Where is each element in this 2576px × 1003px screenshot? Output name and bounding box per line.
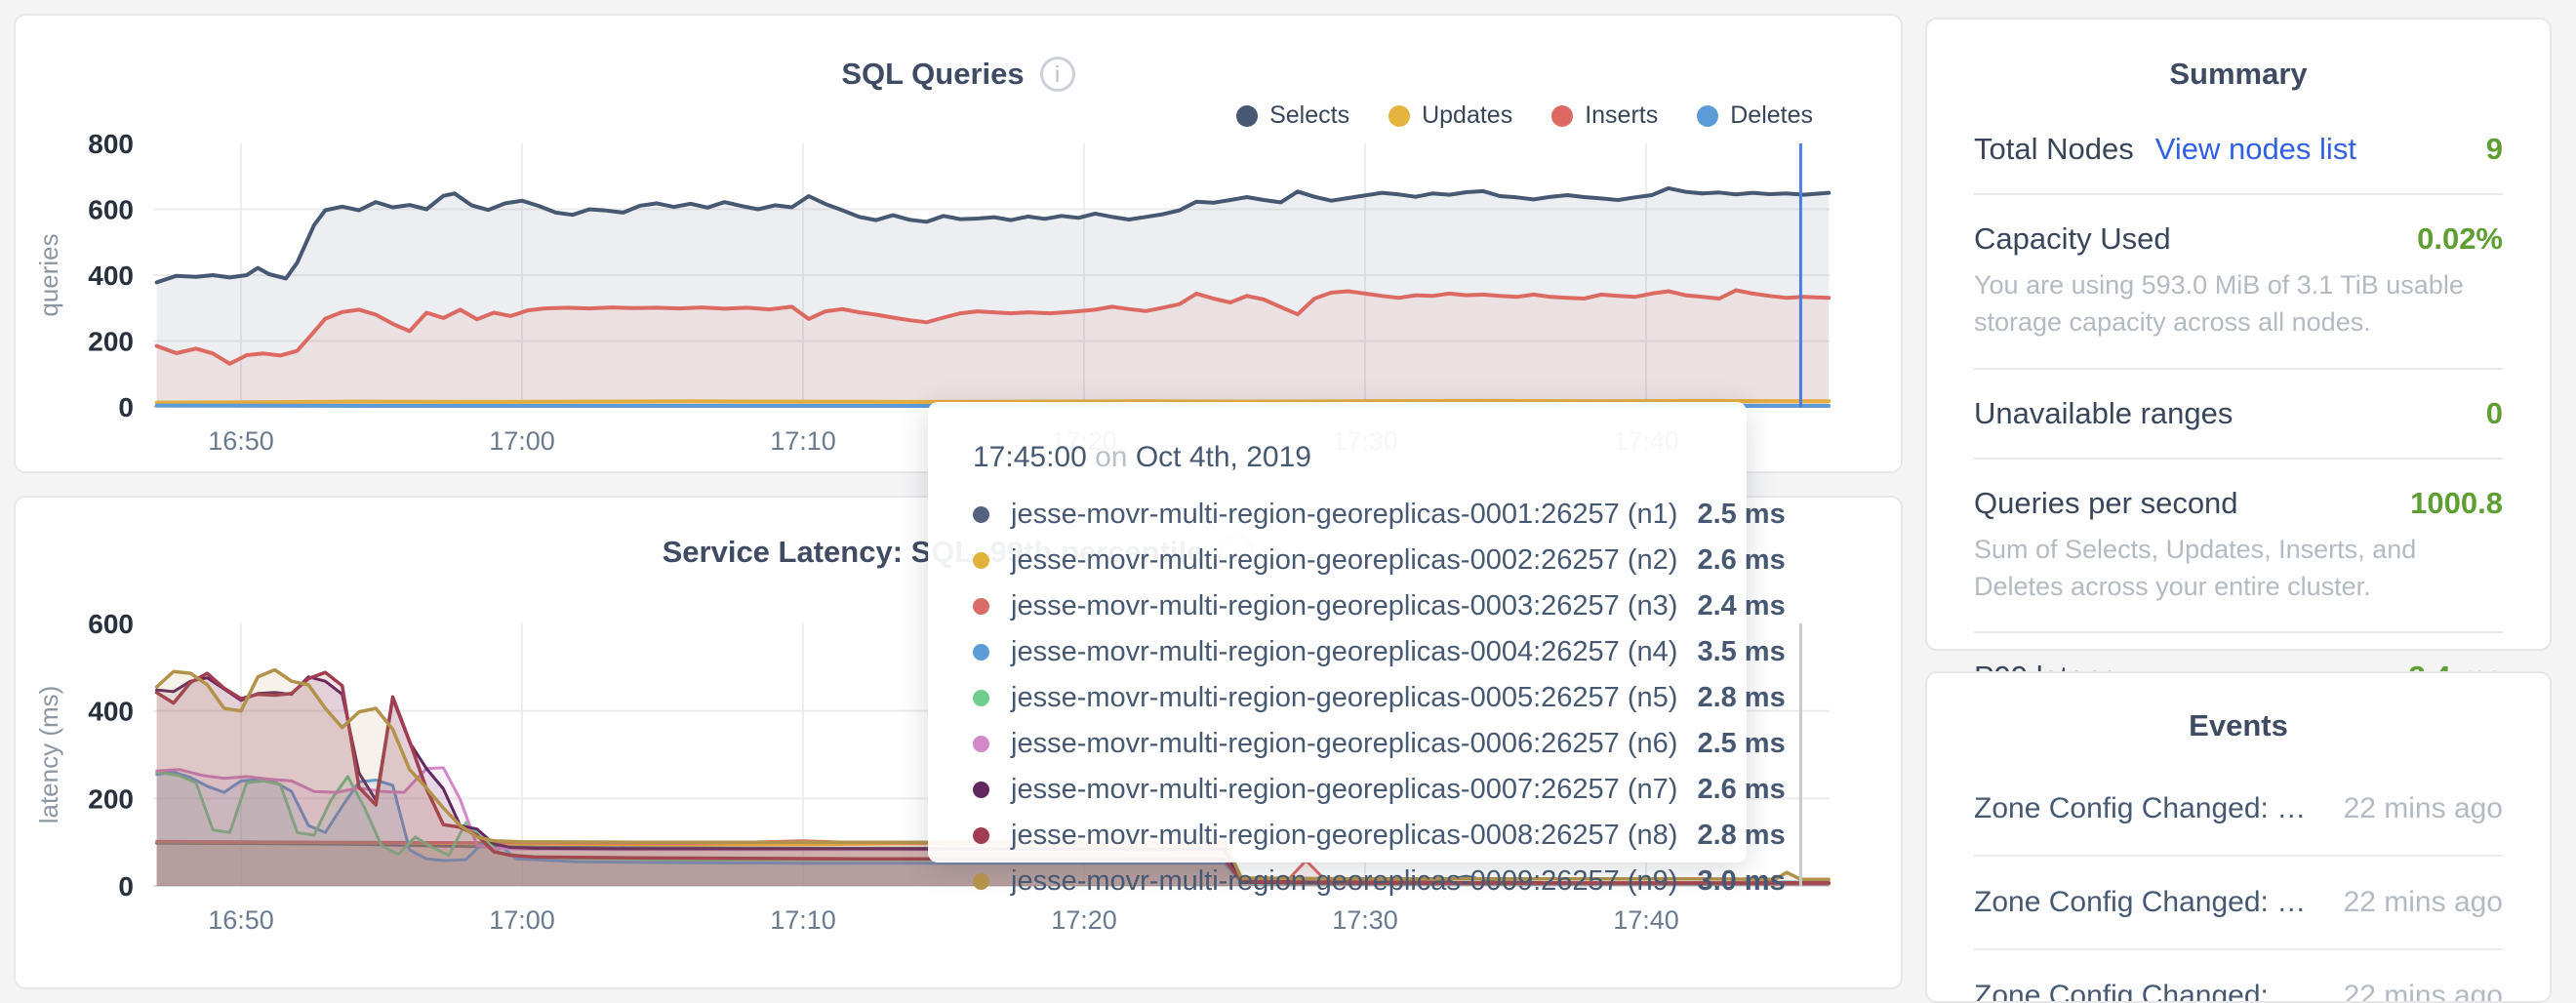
info-icon[interactable]: i <box>1039 57 1075 92</box>
unavailable-ranges-value: 0 <box>2485 395 2503 430</box>
tooltip-row: jesse-movr-multi-region-georeplicas-0005… <box>973 675 1786 721</box>
service-latency-card: Service Latency: SQL, 99th percentile i … <box>14 496 1903 989</box>
svg-text:17:10: 17:10 <box>770 426 836 456</box>
event-row[interactable]: Zone Config Changed: User… 22 mins ago <box>1974 763 2503 857</box>
svg-text:17:00: 17:00 <box>489 426 555 456</box>
node-7-dot-icon <box>973 782 989 798</box>
svg-text:200: 200 <box>88 783 134 814</box>
node-1-dot-icon <box>973 506 989 523</box>
event-row[interactable]: Zone Config Changed: User… 22 mins ago <box>1974 857 2503 950</box>
tooltip-row: jesse-movr-multi-region-georeplicas-0007… <box>973 767 1786 813</box>
legend-item-selects[interactable]: Selects <box>1236 101 1349 130</box>
svg-text:17:00: 17:00 <box>489 905 555 935</box>
summary-row-total-nodes: Total Nodes View nodes list 9 <box>1974 105 2503 195</box>
sql-queries-chart[interactable]: 16:5017:0017:1017:2017:3017:408006004002… <box>16 16 1905 475</box>
sql-chart-title: SQL Queries <box>841 57 1025 91</box>
inserts-dot-icon <box>1551 104 1574 127</box>
capacity-used-description: You are using 593.0 MiB of 3.1 TiB usabl… <box>1974 270 2464 338</box>
summary-title: Summary <box>2169 57 2308 91</box>
selects-dot-icon <box>1236 104 1259 127</box>
qps-description: Sum of Selects, Updates, Inserts, and De… <box>1974 534 2417 601</box>
node-3-dot-icon <box>973 598 989 615</box>
svg-text:400: 400 <box>88 697 134 727</box>
tooltip-row: jesse-movr-multi-region-georeplicas-0002… <box>973 538 1786 583</box>
tooltip-row: jesse-movr-multi-region-georeplicas-0008… <box>973 813 1786 859</box>
svg-text:16:50: 16:50 <box>208 426 274 456</box>
svg-text:800: 800 <box>88 129 134 159</box>
sql-chart-title-row: SQL Queries i <box>16 57 1901 92</box>
tooltip-row: jesse-movr-multi-region-georeplicas-0009… <box>973 859 1786 904</box>
events-title: Events <box>2189 708 2288 742</box>
node-4-dot-icon <box>973 644 989 661</box>
tooltip-row: jesse-movr-multi-region-georeplicas-0006… <box>973 721 1786 767</box>
tooltip-timestamp: 17:45:00 on Oct 4th, 2019 <box>973 441 1311 473</box>
svg-text:16:50: 16:50 <box>208 905 274 935</box>
node-8-dot-icon <box>973 827 989 844</box>
node-6-dot-icon <box>973 736 989 752</box>
legend-item-updates[interactable]: Updates <box>1389 101 1512 130</box>
svg-text:600: 600 <box>88 609 134 639</box>
tooltip-row: jesse-movr-multi-region-georeplicas-0004… <box>973 629 1786 675</box>
deletes-dot-icon <box>1697 104 1719 127</box>
summary-row-unavailable-ranges: Unavailable ranges 0 <box>1974 370 2503 460</box>
svg-text:17:30: 17:30 <box>1332 905 1398 935</box>
service-latency-chart[interactable]: 16:50 17:00 17:10 17:20 17:30 17:40 600 400 200 0… <box>16 498 1905 991</box>
svg-text:400: 400 <box>88 261 134 291</box>
svg-text:17:40: 17:40 <box>1613 905 1679 935</box>
event-row[interactable]: Zone Config Changed: User… 22 mins ago <box>1974 980 2503 1003</box>
legend-item-inserts[interactable]: Inserts <box>1551 101 1658 130</box>
summary-panel: Summary Total Nodes View nodes list 9 Ca… <box>1925 18 2552 694</box>
node-2-dot-icon <box>973 552 989 569</box>
chart-hover-tooltip: 17:45:00 on Oct 4th, 2019 jesse-movr-mul… <box>928 402 1786 897</box>
svg-text:0: 0 <box>118 871 134 902</box>
total-nodes-value: 9 <box>2485 132 2503 166</box>
legend-item-deletes[interactable]: Deletes <box>1697 101 1813 130</box>
tooltip-row: jesse-movr-multi-region-georeplicas-0003… <box>973 583 1786 629</box>
events-panel: Events Zone Config Changed: User… 22 min… <box>1925 671 2552 1003</box>
svg-text:600: 600 <box>88 195 134 225</box>
sql-chart-legend: Selects Updates Inserts Deletes <box>1236 101 1813 130</box>
updates-dot-icon <box>1389 104 1411 127</box>
capacity-used-value: 0.02% <box>2417 221 2503 256</box>
summary-row-qps: Queries per second 1000.8 Sum of Selects… <box>1974 460 2503 634</box>
summary-row-capacity-used: Capacity Used 0.02% You are using 593.0 … <box>1974 195 2503 370</box>
svg-text:17:20: 17:20 <box>1051 905 1117 935</box>
sql-queries-card: SQL Queries i Selects Updates Inserts De… <box>14 14 1903 473</box>
svg-text:200: 200 <box>88 327 134 357</box>
tooltip-row: jesse-movr-multi-region-georeplicas-0001… <box>973 492 1786 538</box>
view-nodes-list-link[interactable]: View nodes list <box>2154 132 2356 166</box>
svg-text:latency (ms): latency (ms) <box>34 686 63 824</box>
qps-value: 1000.8 <box>2410 485 2503 520</box>
svg-text:17:10: 17:10 <box>770 905 836 935</box>
node-5-dot-icon <box>973 690 989 706</box>
node-9-dot-icon <box>973 873 989 890</box>
svg-text:queries: queries <box>34 233 63 316</box>
svg-text:0: 0 <box>118 392 134 422</box>
